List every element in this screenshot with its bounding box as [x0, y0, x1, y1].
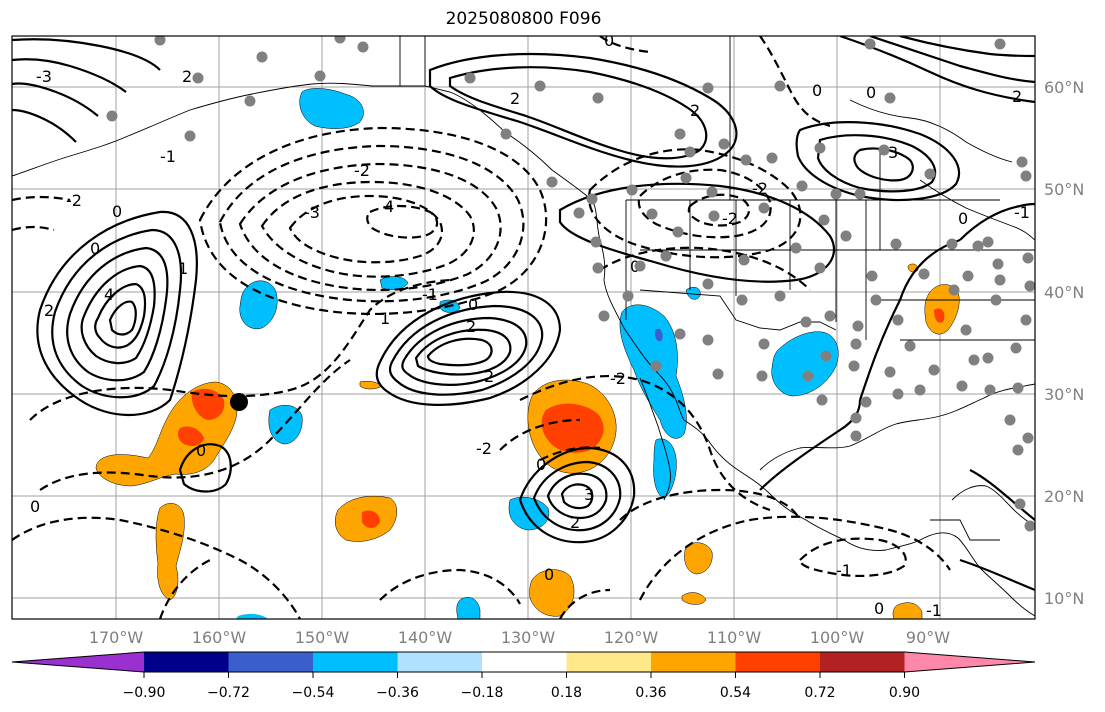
contour-label: 2 [44, 301, 54, 320]
contour-label: -2 [752, 179, 768, 198]
longitude-labels: 170°W 160°W 150°W 140°W 130°W 120°W 110°… [89, 628, 950, 647]
contour-label: 0 [536, 455, 546, 474]
contour-label: 3 [584, 485, 594, 504]
contour-label: 1 [380, 309, 390, 328]
colorbar-segment [12, 652, 144, 672]
contour-label: -1 [926, 601, 942, 620]
contour-label: 4 [104, 285, 114, 304]
colorbar-segment [566, 652, 651, 672]
station-markers [106, 36, 1035, 532]
colorbar-tick-label: 0.36 [635, 685, 666, 701]
map-frame [11, 35, 1036, 620]
contour-label: 0 [468, 295, 478, 314]
lat-label-40n: 40°N [1044, 283, 1084, 302]
colorbar-segment [313, 652, 398, 672]
map-title: 2025080800 F096 [445, 9, 602, 29]
contour-label: 2 [510, 89, 520, 108]
lat-label-50n: 50°N [1044, 180, 1084, 199]
contour-label: -1 [1014, 203, 1030, 222]
contour-label: 2 [690, 101, 700, 120]
contour-label: 2 [570, 513, 580, 532]
colorbar-segment [228, 652, 313, 672]
contour-label: 2 [466, 317, 476, 336]
contour-label: 0 [812, 81, 822, 100]
lat-label-30n: 30°N [1044, 385, 1084, 404]
lon-label-150w: 150°W [295, 628, 350, 647]
latitude-labels: 60°N 50°N 40°N 30°N 20°N 10°N [1044, 78, 1084, 608]
contour-label: 1 [178, 259, 188, 278]
location-marker [230, 393, 248, 411]
contour-label: 4 [384, 197, 394, 216]
contour-label: 2 [182, 67, 192, 86]
lon-label-170w: 170°W [89, 628, 144, 647]
lon-label-130w: 130°W [501, 628, 556, 647]
lat-label-20n: 20°N [1044, 487, 1084, 506]
contour-label: -1 [836, 561, 852, 580]
contour-label: -2 [354, 161, 370, 180]
colorbar-segment [651, 652, 736, 672]
colorbar: −0.90 −0.72 −0.54 −0.36 −0.18 0.18 0.36 … [11, 651, 1036, 701]
lon-label-120w: 120°W [604, 628, 659, 647]
contour-label: 0 [866, 83, 876, 102]
colorbar-tick-label: 0.72 [804, 685, 835, 701]
colorbar-segment [904, 652, 1035, 672]
lat-label-60n: 60°N [1044, 78, 1084, 97]
lon-label-110w: 110°W [707, 628, 762, 647]
contour-label: -3 [304, 203, 320, 222]
colorbar-segment [144, 652, 229, 672]
colorbar-tick-label: −0.54 [292, 685, 335, 701]
contour-label: 0 [196, 441, 206, 460]
contour-label: 3 [888, 143, 898, 162]
lon-label-160w: 160°W [192, 628, 247, 647]
contour-label: 0 [30, 497, 40, 516]
contour-label: 2 [1012, 87, 1022, 106]
colorbar-tick-label: 0.54 [720, 685, 751, 701]
colorbar-tick-label: −0.72 [207, 685, 250, 701]
contour-label: 0 [958, 209, 968, 228]
colorbar-segment [820, 652, 905, 672]
contour-label: 0 [90, 239, 100, 258]
contour-label: -2 [476, 439, 492, 458]
colorbar-tick-label: −0.18 [461, 685, 504, 701]
contour-label: -2 [66, 191, 82, 210]
colorbar-segment [735, 652, 820, 672]
colorbar-segment [482, 652, 567, 672]
dashed-contours [12, 36, 951, 619]
contour-label: 2 [484, 367, 494, 386]
contour-labels: -3 -2 0 0 1 4 2 -1 2 -3 -2 4 1 -1 0 2 2 … [30, 31, 1030, 620]
lat-label-10n: 10°N [1044, 589, 1084, 608]
colorbar-tick-label: −0.90 [123, 685, 166, 701]
contour-label: 0 [874, 599, 884, 618]
positive-shading [95, 263, 960, 619]
contour-label: 0 [112, 202, 122, 221]
contour-label: 0 [544, 565, 554, 584]
contour-label: -2 [610, 369, 626, 388]
lon-label-100w: 100°W [810, 628, 865, 647]
negative-shading [236, 88, 839, 619]
colorbar-tick-label: 0.90 [889, 685, 920, 701]
colorbar-tick-label: −0.36 [376, 685, 419, 701]
contour-label: -1 [422, 285, 438, 304]
contour-label: -3 [36, 67, 52, 86]
contour-label: -1 [160, 147, 176, 166]
contour-label: 0 [604, 31, 614, 50]
lon-label-140w: 140°W [398, 628, 453, 647]
lon-label-90w: 90°W [906, 628, 950, 647]
colorbar-segment [397, 652, 482, 672]
colorbar-tick-label: 0.18 [551, 685, 582, 701]
contour-label: -2 [722, 209, 738, 228]
